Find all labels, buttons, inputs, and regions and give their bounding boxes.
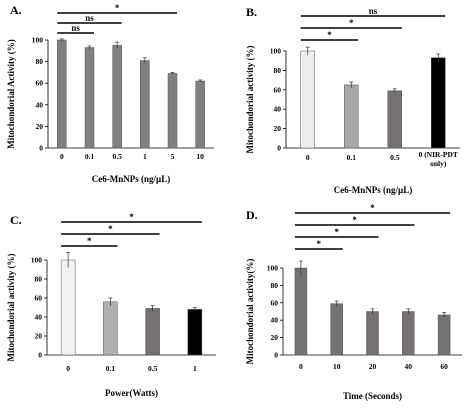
significance-label: ns [85, 13, 94, 23]
y-tick-label: 80 [271, 281, 279, 290]
y-tick-label: 20 [271, 333, 279, 342]
significance-label: * [334, 227, 339, 237]
y-tick-label: 100 [270, 47, 282, 56]
y-tick-label: 60 [36, 79, 44, 88]
y-tick-label: 40 [36, 100, 44, 109]
chart-panel-1: A. 0 20 40 60 80 100 0 0.1 0.5 1 5 10 Ce6-MnNPs (ng/µ… [6, 3, 214, 184]
significance-label: * [129, 212, 134, 222]
y-tick-label: 0 [38, 351, 42, 360]
significance-label: * [370, 203, 375, 213]
chart-panel-3: C. 0 20 40 60 80 100 0 0.1 0.5 1 Power(Watts) Mitoch… [6, 212, 216, 398]
y-axis-title: Mitochondorial Activity (%) [6, 39, 16, 149]
panel-letter: A. [10, 3, 22, 17]
panel-letter: C. [10, 213, 22, 227]
bar [294, 267, 308, 356]
y-tick-label: 100 [32, 36, 44, 45]
bar [387, 90, 402, 149]
chart-panel-2: B. 0 20 40 60 80 100 0 0.1 0.5 0 (NIR-PDT only) Ce6-… [245, 5, 460, 195]
y-tick-label: 100 [267, 264, 279, 273]
y-tick-label: 100 [31, 256, 43, 265]
bar [57, 39, 67, 149]
x-tick-label: 1 [193, 364, 197, 373]
bar [366, 311, 379, 356]
y-tick-label: 40 [35, 313, 43, 322]
bar [431, 57, 446, 149]
significance-label: * [327, 30, 332, 40]
significance-label: * [317, 239, 322, 249]
bar [60, 259, 76, 356]
significance-label: * [115, 3, 120, 13]
y-axis-title: Mitochondorial activity (%) [6, 254, 16, 362]
x-tick-label: 1 [143, 152, 147, 161]
bar [112, 45, 122, 149]
y-tick-label: 20 [274, 124, 282, 133]
y-tick-label: 80 [274, 66, 282, 75]
bar [300, 50, 315, 149]
x-tick-label: 0 [306, 153, 310, 162]
y-tick-label: 0 [277, 144, 281, 153]
x-axis-title: Time (Seconds) [343, 391, 402, 401]
significance-label: * [352, 215, 357, 225]
x-tick-label: 5 [171, 152, 175, 161]
bar [344, 84, 359, 149]
x-tick-label: 0 [299, 362, 303, 371]
x-tick-label: 0.1 [347, 153, 357, 162]
bar [437, 314, 451, 356]
x-tick-label: 10 [196, 152, 204, 161]
bar [145, 308, 160, 356]
y-tick-label: 40 [274, 105, 282, 114]
x-tick-label: 60 [440, 362, 448, 371]
y-tick-label: 0 [39, 144, 43, 153]
bar [402, 311, 415, 356]
significance-label: * [349, 18, 354, 28]
x-tick-label: 0.1 [85, 152, 95, 161]
y-tick-label: 40 [271, 316, 279, 325]
x-axis-title: Ce6-MnNPs (ng/µL) [334, 185, 412, 195]
bar [84, 47, 95, 149]
x-tick-label: 10 [333, 362, 341, 371]
x-tick-label: 0 (NIR-PDT only) [419, 150, 458, 168]
bar [140, 60, 150, 149]
y-tick-label: 20 [35, 332, 43, 341]
bar [187, 309, 203, 356]
y-tick-label: 0 [274, 351, 278, 360]
y-tick-label: 80 [36, 57, 44, 66]
x-tick-label: 0 [60, 152, 64, 161]
x-tick-label: 20 [369, 362, 377, 371]
y-tick-label: 60 [271, 298, 279, 307]
bar [330, 303, 343, 356]
panel-letter: B. [246, 5, 257, 19]
significance-label: ns [369, 6, 378, 16]
panel-letter: D. [246, 208, 258, 222]
y-axis-title: Mitochondorial activity (%) [245, 46, 255, 154]
bar [195, 80, 205, 149]
bar [167, 73, 178, 149]
y-axis-title: Mitochondorial activity(%) [245, 259, 255, 365]
x-tick-label: 0.1 [106, 364, 116, 373]
significance-label: * [108, 224, 113, 234]
x-tick-label: 40 [405, 362, 413, 371]
y-tick-label: 80 [35, 275, 43, 284]
x-tick-label: 0.5 [148, 364, 158, 373]
x-tick-label: 0.5 [112, 152, 122, 161]
y-tick-label: 60 [274, 85, 282, 94]
x-axis-title: Ce6-MnNPs (ng/µL) [92, 174, 170, 184]
significance-label: ns [71, 23, 80, 33]
y-tick-label: 20 [36, 122, 44, 131]
x-tick-label: 0.5 [390, 153, 400, 162]
y-tick-label: 60 [35, 294, 43, 303]
chart-panel-4: D. 0 20 40 60 80 100 0 10 20 40 60 Time (Seconds) Mit… [245, 203, 462, 401]
x-tick-label: 0 [66, 364, 70, 373]
significance-label: * [87, 236, 92, 246]
x-axis-title: Power(Watts) [105, 388, 158, 398]
bar [103, 301, 118, 356]
